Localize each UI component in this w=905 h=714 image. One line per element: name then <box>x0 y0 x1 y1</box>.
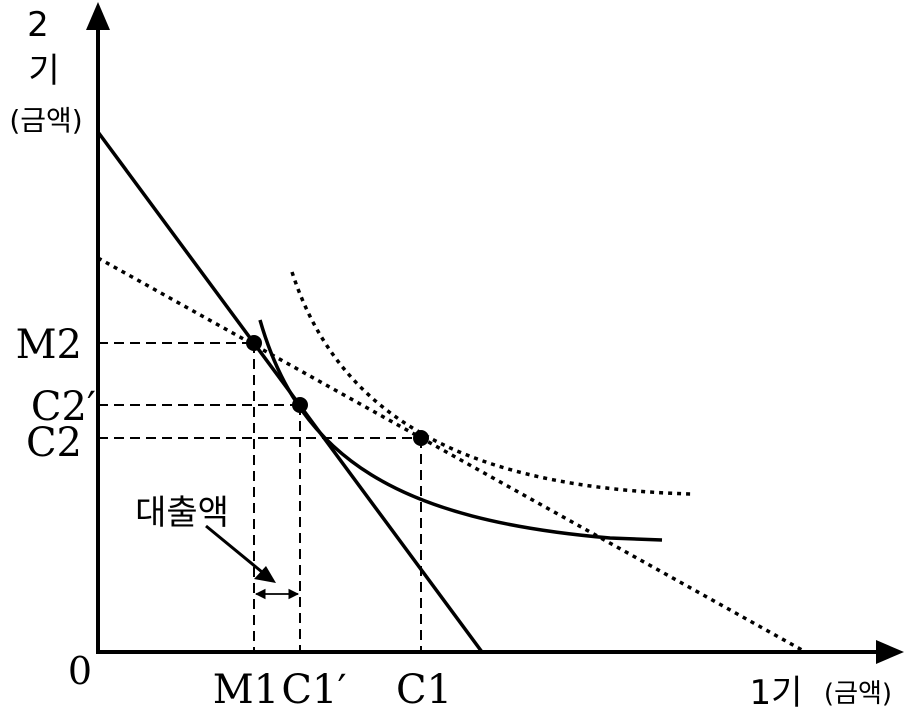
loan-amount-label: 대출액 <box>135 493 229 533</box>
x-tick-c1: C1 <box>396 667 452 713</box>
y-axis-label-number: 2 <box>27 5 49 45</box>
x-axis-label-unit: (금액) <box>824 679 892 709</box>
y-tick-c2-prime: C2′ <box>31 384 96 430</box>
x-axis-arrow-icon <box>876 640 904 664</box>
y-axis-label-period: 기 <box>28 51 59 91</box>
x-tick-m1: M1 <box>213 667 279 713</box>
point-optimum-original <box>413 430 429 446</box>
guide-lines <box>98 342 422 652</box>
loan-pointer-arrow-icon <box>254 566 276 583</box>
x-axis-label-period: 1기 <box>750 673 803 713</box>
y-axis-label-unit: (금액) <box>9 104 82 137</box>
y-tick-m2: M2 <box>16 322 82 368</box>
origin-label: 0 <box>68 649 92 693</box>
y-tick-c2: C2 <box>26 420 82 466</box>
y-axis-arrow-icon <box>86 2 110 30</box>
x-tick-c1-prime: C1′ <box>281 667 346 713</box>
point-endowment <box>246 335 262 351</box>
budget-line-dotted <box>97 256 803 652</box>
indifference-curve-solid <box>258 319 663 542</box>
point-optimum-borrowing <box>292 397 308 413</box>
loan-pointer-line <box>205 524 263 574</box>
